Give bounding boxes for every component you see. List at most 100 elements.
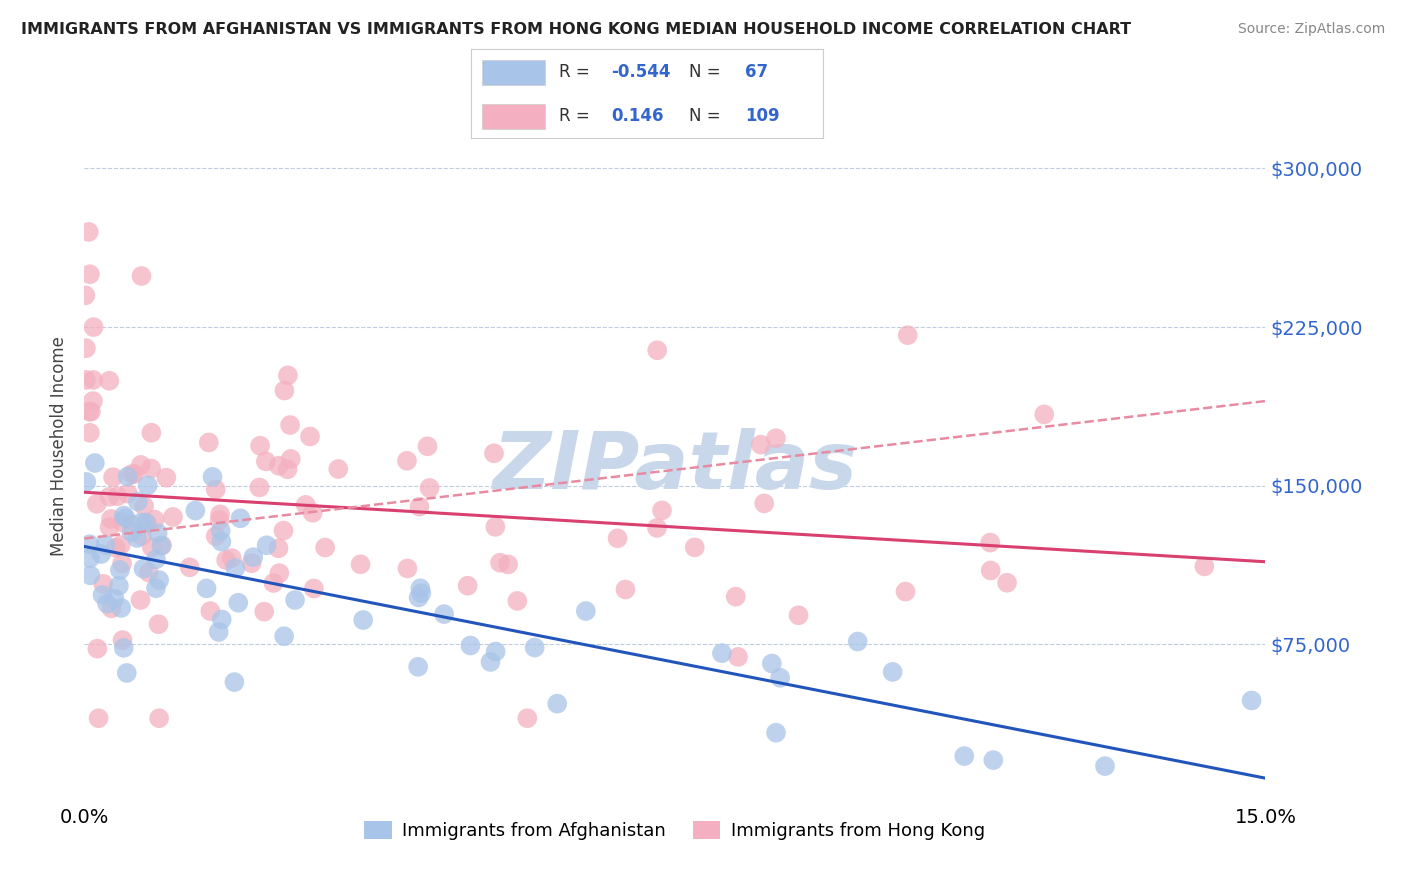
Point [224,675,246,690]
Text: -0.544: -0.544 [612,62,671,81]
Point [645,521,668,535]
Point [108,563,131,577]
Point [1094,759,1116,773]
Point [129,593,152,607]
Point [139,461,162,475]
Y-axis label: Median Household Income: Median Household Income [51,336,69,556]
Point [406,660,429,674]
Point [749,437,772,451]
Point [979,535,1001,549]
Point [267,541,290,556]
Point [184,503,207,517]
Point [162,510,184,524]
Point [460,639,482,653]
Point [79,537,101,551]
Point [108,579,131,593]
Point [98,374,121,388]
Point [121,467,143,482]
Point [253,605,276,619]
Point [242,550,264,565]
Point [111,557,134,571]
Point [204,529,226,543]
Text: IMMIGRANTS FROM AFGHANISTAN VS IMMIGRANTS FROM HONG KONG MEDIAN HOUSEHOLD INCOME: IMMIGRANTS FROM AFGHANISTAN VS IMMIGRANT… [21,22,1132,37]
Point [894,584,917,599]
Point [727,649,749,664]
Point [229,511,252,525]
Point [328,462,350,476]
Point [135,516,157,530]
Point [125,531,148,545]
Text: Source: ZipAtlas.com: Source: ZipAtlas.com [1237,22,1385,37]
Point [145,581,167,595]
Point [256,538,278,552]
Point [110,538,132,552]
Point [148,617,170,632]
Point [419,481,441,495]
Point [409,582,432,596]
Point [83,456,105,470]
Point [90,547,112,561]
Point [314,541,336,555]
Point [179,560,201,574]
Point [136,516,159,531]
Point [208,624,231,639]
Point [208,513,231,527]
Point [98,490,121,504]
Point [249,480,271,494]
Point [209,534,232,549]
Point [208,508,231,522]
Point [82,373,104,387]
Point [96,597,118,611]
Point [278,418,301,433]
Point [111,516,134,530]
Point [981,753,1004,767]
Point [101,470,124,484]
Point [724,590,747,604]
Point [651,503,673,517]
Point [87,711,110,725]
Point [302,582,325,596]
Point [882,665,904,679]
Point [284,593,307,607]
Point [204,483,226,497]
Point [112,508,135,523]
Point [215,553,238,567]
Point [846,634,869,648]
Point [117,486,139,500]
Point [110,601,132,615]
Point [395,454,418,468]
Point [294,498,316,512]
Point [148,573,170,587]
Point [226,596,249,610]
Text: 67: 67 [745,62,768,81]
Text: N =: N = [689,62,720,81]
Point [129,458,152,472]
Point [86,641,108,656]
Point [546,697,568,711]
Point [91,577,114,591]
Point [761,657,783,671]
Point [769,671,792,685]
Point [277,368,299,383]
Point [485,644,508,658]
Point [100,512,122,526]
Point [117,469,139,483]
Point [479,655,502,669]
Point [765,725,787,739]
Point [79,551,101,566]
Point [411,586,433,600]
FancyBboxPatch shape [482,60,546,85]
Point [575,604,598,618]
Point [273,524,295,538]
Point [75,475,97,489]
Point [136,478,159,492]
Point [433,607,456,621]
Point [645,343,668,358]
Point [79,267,101,281]
Point [86,497,108,511]
Point [1033,408,1056,422]
Point [155,471,177,485]
Point [457,579,479,593]
Point [150,539,173,553]
Point [121,525,143,540]
